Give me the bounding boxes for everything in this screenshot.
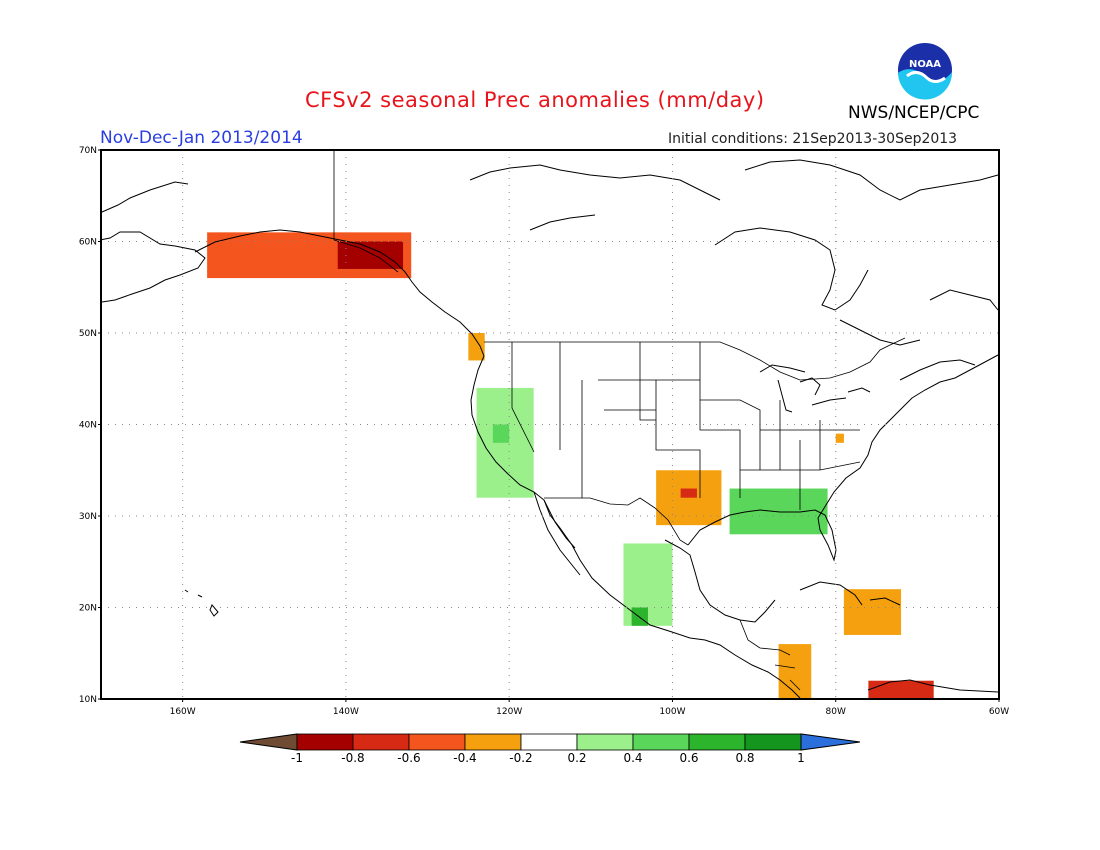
arctic-coast <box>469 159 999 231</box>
anomaly-cell-california-central <box>492 424 510 443</box>
hispaniola-coast <box>869 597 901 606</box>
lon-label: 60W <box>989 707 1009 717</box>
colorbar-bin <box>520 733 578 751</box>
colorbar-bin <box>352 733 410 751</box>
anomaly-cell-venezuela-coast <box>868 680 934 699</box>
us-east-coast <box>817 354 999 519</box>
alaska-coastline <box>99 181 206 303</box>
map-title: CFSv2 seasonal Prec anomalies (mm/day) <box>305 88 765 112</box>
us-west-coast <box>470 355 801 699</box>
lon-label: 100W <box>659 707 685 717</box>
baja-california <box>533 491 581 576</box>
us-canada-border <box>484 337 906 381</box>
colorbar-arrow-high <box>800 733 861 751</box>
lat-label: 30N <box>79 512 97 522</box>
labrador-coast <box>899 289 999 381</box>
longitude-labels: 160W 140W 120W 100W 80W 60W <box>170 707 1010 717</box>
latitude-labels: 70N 60N 50N 40N 30N 20N 10N <box>79 146 97 705</box>
cuba-coast <box>799 581 863 606</box>
coastlines <box>99 159 999 699</box>
anomaly-cell-virginia <box>835 433 844 443</box>
lat-label: 20N <box>79 604 97 614</box>
anomaly-cell-alaska-panhandle <box>337 241 404 269</box>
colorbar-label: -0.8 <box>341 751 364 765</box>
agency-label: NWS/NCEP/CPC <box>848 103 980 123</box>
hawaii-islands <box>184 589 219 617</box>
lat-label: 10N <box>79 695 97 705</box>
colorbar-bin <box>464 733 522 751</box>
anomaly-cell-central-america <box>778 644 812 699</box>
anomaly-cell-oklahoma-texas <box>656 470 722 526</box>
initial-conditions: Initial conditions: 21Sep2013-30Sep2013 <box>668 131 958 147</box>
us-mexico-border <box>544 497 689 546</box>
anomaly-cells <box>207 232 934 699</box>
lat-label: 70N <box>79 146 97 156</box>
colorbar-bin <box>744 733 802 751</box>
colorbar-label: 0.8 <box>735 751 754 765</box>
color-bar-labels: -1 -0.8 -0.6 -0.4 -0.2 0.2 0.4 0.6 0.8 1 <box>291 751 805 765</box>
colorbar-bin <box>688 733 746 751</box>
gulf-of-mexico-coast <box>664 509 837 623</box>
mexico-central-america-borders <box>739 619 801 691</box>
alaska-canada-border <box>333 150 399 273</box>
axis-ticks <box>98 149 1000 702</box>
anomaly-cell-western-mexico-core <box>631 607 648 626</box>
colorbar-bin <box>632 733 690 751</box>
colorbar-label: -1 <box>291 751 303 765</box>
lat-label: 60N <box>79 238 97 248</box>
lat-lon-grid <box>101 150 999 699</box>
great-lakes <box>759 364 871 413</box>
lon-label: 120W <box>496 707 522 717</box>
hudson-bay-coast <box>714 227 921 346</box>
anomaly-cell-pacific-northwest-coast <box>468 333 485 361</box>
colorbar-label: 0.6 <box>679 751 698 765</box>
svg-text:NOAA: NOAA <box>909 59 941 70</box>
colorbar-bin <box>408 733 466 751</box>
forecast-period: Nov-Dec-Jan 2013/2014 <box>100 128 303 148</box>
gulf-of-alaska-coast <box>194 229 485 357</box>
us-state-lines <box>511 342 861 510</box>
lat-label: 40N <box>79 421 97 431</box>
anomaly-cell-oklahoma-core <box>680 488 697 498</box>
political-borders <box>333 150 906 691</box>
lat-label: 50N <box>79 329 97 339</box>
colorbar-bin <box>296 733 354 751</box>
colorbar-label: -0.4 <box>453 751 476 765</box>
colorbar-label: 1 <box>797 751 805 765</box>
south-america-coast <box>867 679 999 693</box>
lon-label: 160W <box>170 707 196 717</box>
color-bar <box>239 733 861 751</box>
colorbar-label: -0.6 <box>397 751 420 765</box>
colorbar-label: 0.2 <box>567 751 586 765</box>
lon-label: 80W <box>826 707 846 717</box>
colorbar-label: 0.4 <box>623 751 642 765</box>
colorbar-bin <box>576 733 634 751</box>
lon-label: 140W <box>333 707 359 717</box>
colorbar-arrow-low <box>239 733 298 751</box>
noaa-logo-icon: NOAA <box>896 41 954 100</box>
anomaly-cell-caribbean <box>843 589 902 635</box>
colorbar-label: -0.2 <box>509 751 532 765</box>
